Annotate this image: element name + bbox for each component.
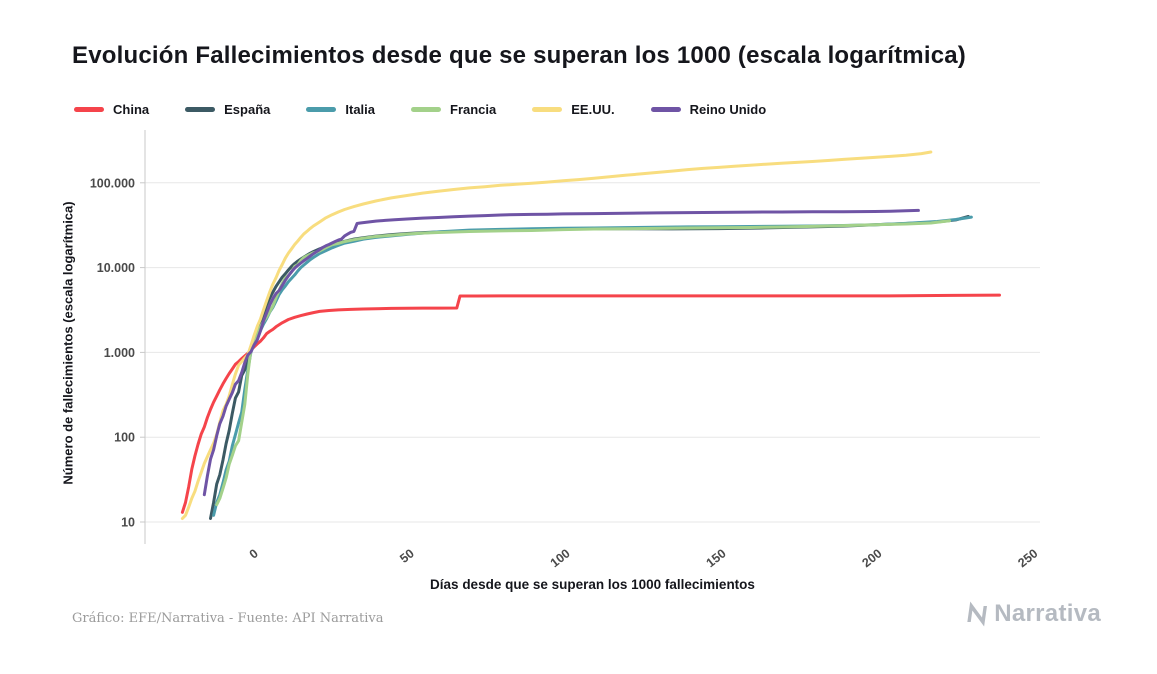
- y-tick-label: 10: [121, 516, 135, 530]
- series-line-reino-unido: [202, 208, 920, 497]
- series-line-ee-uu: [180, 150, 933, 520]
- legend: China España Italia Francia EE.UU. Reino Unid…: [74, 102, 766, 117]
- legend-item-espa-a: España: [185, 102, 270, 117]
- brand-logo: Narrativa: [966, 600, 1101, 628]
- legend-item-francia: Francia: [411, 102, 496, 117]
- legend-swatch-francia: [411, 107, 441, 112]
- legend-swatch-china: [74, 107, 104, 112]
- legend-label-ee-uu: EE.UU.: [571, 102, 615, 117]
- y-tick-label: 100.000: [90, 176, 135, 190]
- series-line-italia: [212, 215, 973, 517]
- x-tick-label: 50: [397, 546, 417, 566]
- x-tick-label: 0: [247, 546, 261, 561]
- legend-swatch-italia: [306, 107, 337, 112]
- legend-swatch-espa-a: [185, 107, 216, 112]
- series-line-francia: [215, 219, 952, 507]
- legend-item-ee-uu: EE.UU.: [532, 102, 615, 117]
- legend-label-china: China: [113, 102, 150, 117]
- series-line-china: [180, 293, 1001, 514]
- narrativa-logo-icon: [967, 601, 988, 627]
- source-credit: Gráfico: EFE/Narrativa - Fuente: API Nar…: [72, 611, 384, 626]
- legend-label-italia: Italia: [345, 102, 375, 117]
- legend-swatch-ee-uu: [532, 107, 563, 112]
- x-axis-title: Días desde que se superan los 1000 falle…: [430, 577, 755, 592]
- y-tick-label: 10.000: [97, 261, 135, 275]
- brand-name: Narrativa: [994, 600, 1101, 627]
- legend-item-china: China: [74, 102, 149, 117]
- chart-plot: 10 100 1.000 10.000 100.000 0 50 100 150 200 250: [90, 130, 1040, 570]
- x-tick-label: 250: [1015, 546, 1040, 570]
- legend-swatch-reino-unido: [650, 107, 681, 112]
- series-line-espa-a: [209, 215, 970, 520]
- y-tick-label: 1.000: [104, 346, 135, 360]
- y-tick-label: 100: [114, 431, 135, 445]
- x-tick-label: 100: [548, 546, 573, 570]
- legend-label-francia: Francia: [450, 102, 497, 117]
- legend-label-reino-unido: Reino Unido: [689, 102, 767, 117]
- legend-label-espa-a: España: [224, 102, 271, 117]
- x-tick-label: 150: [704, 546, 729, 570]
- legend-item-italia: Italia: [306, 102, 375, 117]
- chart-title: Evolución Fallecimientos desde que se su…: [72, 42, 966, 69]
- x-tick-label: 200: [859, 546, 884, 570]
- legend-item-reino-unido: Reino Unido: [650, 102, 767, 117]
